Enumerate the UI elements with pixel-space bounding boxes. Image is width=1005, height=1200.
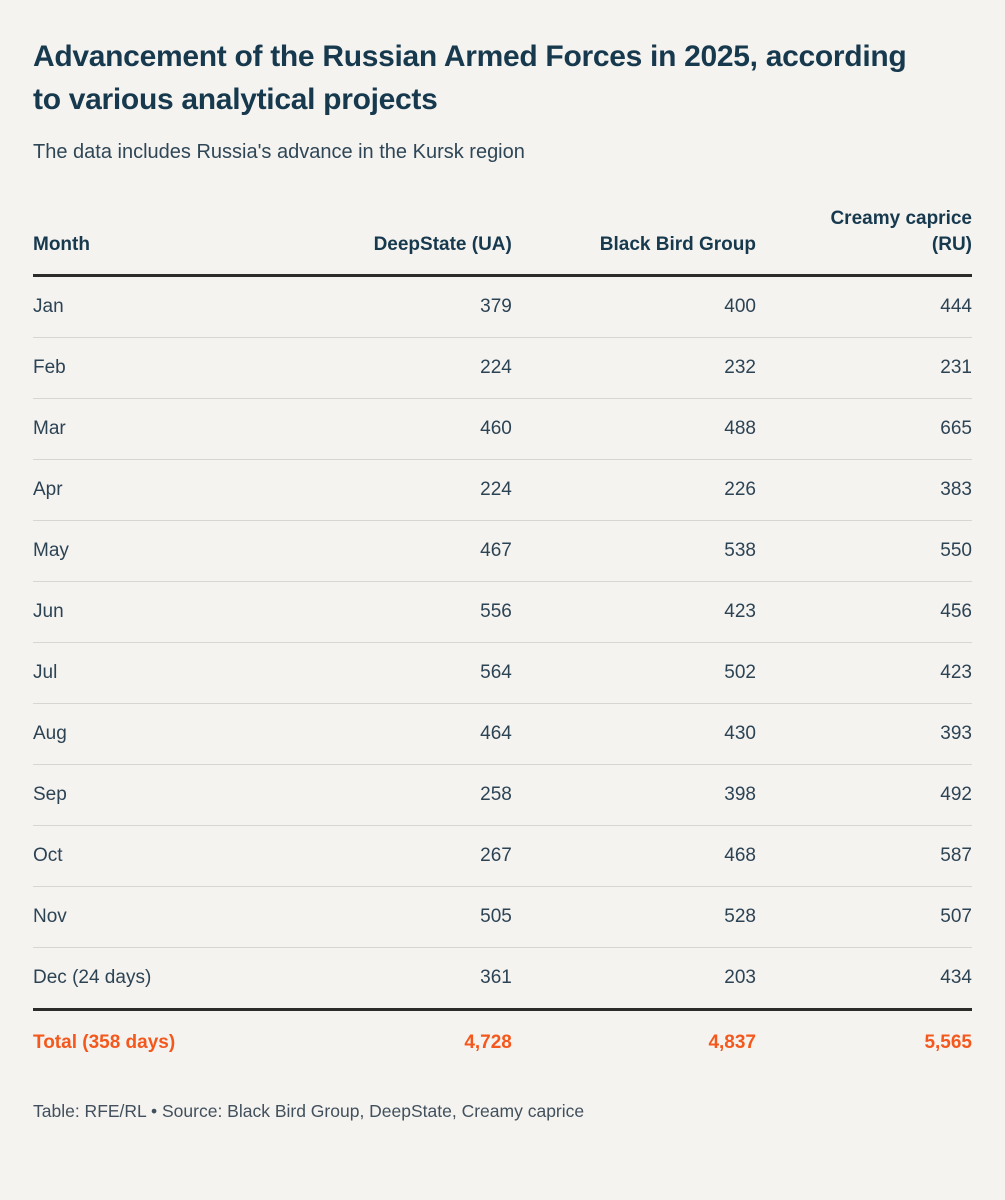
table-row: Jan 379 400 444	[33, 275, 972, 338]
month-cell: Sep	[33, 764, 259, 826]
value-cell-blackbirdgroup: 488	[511, 398, 756, 460]
value-cell-blackbirdgroup: 398	[511, 764, 756, 826]
month-cell: May	[33, 520, 259, 582]
month-cell: Aug	[33, 703, 259, 765]
value-cell-blackbirdgroup: 400	[511, 275, 756, 338]
table-attribution: Table: RFE/RL • Source: Black Bird Group…	[33, 1100, 585, 1121]
value-cell-creamycaprice: 587	[756, 825, 972, 887]
column-header-deepstate: DeepState (UA)	[258, 206, 512, 277]
value-cell-blackbirdgroup: 502	[511, 642, 756, 704]
table-body: Jan 379 400 444 Feb 224 232 231 Mar 460 …	[33, 275, 972, 1011]
value-cell-creamycaprice: 665	[756, 398, 972, 460]
value-cell-blackbirdgroup: 423	[511, 581, 756, 643]
value-cell-blackbirdgroup: 430	[511, 703, 756, 765]
table-row: Oct 267 468 587	[33, 825, 972, 887]
value-cell-deepstate: 379	[258, 275, 512, 338]
page-title: Advancement of the Russian Armed Forces …	[33, 40, 907, 116]
value-cell-creamycaprice: 456	[756, 581, 972, 643]
month-cell: Oct	[33, 825, 259, 887]
month-cell: Jun	[33, 581, 259, 643]
value-cell-blackbirdgroup: 232	[511, 337, 756, 399]
value-cell-deepstate: 258	[258, 764, 512, 826]
value-cell-creamycaprice: 434	[756, 947, 972, 1011]
table-row: Mar 460 488 665	[33, 398, 972, 460]
value-cell-deepstate: 267	[258, 825, 512, 887]
table-row: Jun 556 423 456	[33, 581, 972, 643]
table-row: Aug 464 430 393	[33, 703, 972, 765]
value-cell-blackbirdgroup: 468	[511, 825, 756, 887]
value-cell-deepstate: 224	[258, 459, 512, 521]
value-cell-deepstate: 361	[258, 947, 512, 1011]
month-cell: Mar	[33, 398, 259, 460]
value-cell-creamycaprice: 423	[756, 642, 972, 704]
total-row: Total (358 days) 4,728 4,837 5,565	[33, 1009, 972, 1077]
month-cell: Jan	[33, 275, 259, 338]
month-cell: Dec (24 days)	[33, 947, 259, 1011]
total-label: Total (358 days)	[33, 1031, 176, 1053]
column-header-month: Month	[33, 206, 259, 277]
month-cell: Jul	[33, 642, 259, 704]
value-cell-blackbirdgroup: 203	[511, 947, 756, 1011]
total-value-creamycaprice: 5,565	[924, 1031, 972, 1053]
column-header-creamycaprice: Creamy caprice (RU)	[756, 206, 972, 277]
table-row: Jul 564 502 423	[33, 642, 972, 704]
value-cell-deepstate: 564	[258, 642, 512, 704]
table-row: Sep 258 398 492	[33, 764, 972, 826]
value-cell-creamycaprice: 383	[756, 459, 972, 521]
month-cell: Nov	[33, 886, 259, 948]
header-row: Month DeepState (UA) Black Bird Group Cr…	[33, 206, 972, 277]
page-subtitle: The data includes Russia's advance in th…	[33, 141, 525, 164]
value-cell-creamycaprice: 393	[756, 703, 972, 765]
value-cell-blackbirdgroup: 538	[511, 520, 756, 582]
value-cell-deepstate: 467	[258, 520, 512, 582]
table-row: Dec (24 days) 361 203 434	[33, 947, 972, 1011]
value-cell-creamycaprice: 231	[756, 337, 972, 399]
value-cell-blackbirdgroup: 528	[511, 886, 756, 948]
table-row: Feb 224 232 231	[33, 337, 972, 399]
value-cell-deepstate: 464	[258, 703, 512, 765]
month-cell: Apr	[33, 459, 259, 521]
value-cell-deepstate: 460	[258, 398, 512, 460]
month-cell: Feb	[33, 337, 259, 399]
table-row: May 467 538 550	[33, 520, 972, 582]
value-cell-deepstate: 224	[258, 337, 512, 399]
column-header-blackbirdgroup: Black Bird Group	[511, 206, 756, 277]
value-cell-deepstate: 556	[258, 581, 512, 643]
value-cell-creamycaprice: 550	[756, 520, 972, 582]
value-cell-creamycaprice: 492	[756, 764, 972, 826]
value-cell-creamycaprice: 444	[756, 275, 972, 338]
data-table: Month DeepState (UA) Black Bird Group Cr…	[33, 206, 972, 1076]
total-value-blackbirdgroup: 4,837	[708, 1031, 756, 1053]
table-row: Nov 505 528 507	[33, 886, 972, 948]
value-cell-deepstate: 505	[258, 886, 512, 948]
total-value-deepstate: 4,728	[464, 1031, 512, 1053]
table-row: Apr 224 226 383	[33, 459, 972, 521]
table-card: Advancement of the Russian Armed Forces …	[33, 40, 972, 1121]
value-cell-creamycaprice: 507	[756, 886, 972, 948]
value-cell-blackbirdgroup: 226	[511, 459, 756, 521]
